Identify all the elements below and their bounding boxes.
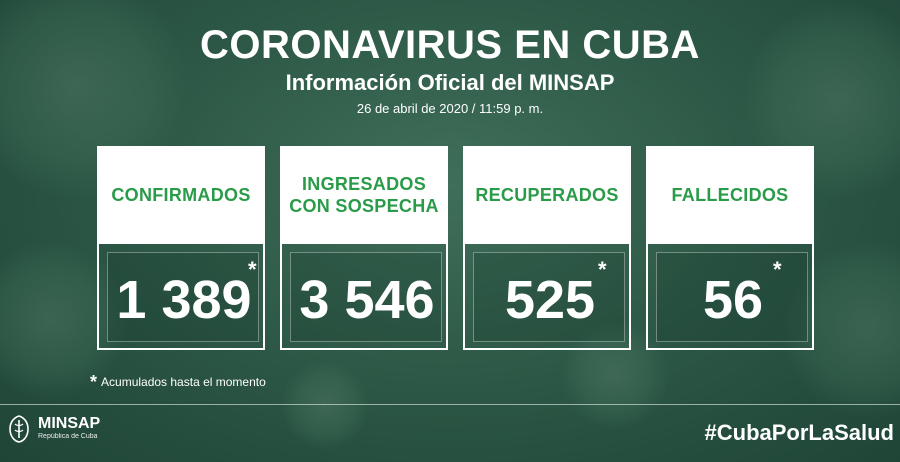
logo-subtitle: República de Cuba [38,433,98,440]
footnote-text: Acumulados hasta el momento [101,375,266,389]
report-date: 26 de abril de 2020 / 11:59 p. m. [356,101,544,116]
card-ingresados: INGRESADOS CON SOSPECHA 3 546 [280,146,448,350]
divider [0,404,900,405]
card-confirmados: CONFIRMADOS 1 389 * [97,146,265,350]
footnote-asterisk: * [90,372,98,392]
header: CORONAVIRUS EN CUBA Información Oficial … [0,22,900,118]
emblem-icon [9,415,29,443]
virus-decoration [560,320,670,430]
page-title: CORONAVIRUS EN CUBA [200,23,700,67]
page-subtitle: Información Oficial del MINSAP [285,70,615,95]
card-value: 1 389 [116,270,252,330]
asterisk-mark: * [248,257,257,282]
card-value: 3 546 [299,270,435,330]
card-value: 56 [702,270,764,330]
footnote: * Acumulados hasta el momento [90,372,266,393]
card-label: FALLECIDOS [671,185,789,205]
logo-name: MINSAP [38,415,101,432]
minsap-logo: MINSAP República de Cuba [6,414,100,444]
card-value: 525 [504,270,596,330]
asterisk-mark: * [598,257,607,282]
card-label: INGRESADOS CON SOSPECHA [289,174,439,216]
card-label: CONFIRMADOS [111,185,251,205]
virus-decoration [280,360,370,450]
card-fallecidos: FALLECIDOS 56 * [646,146,814,350]
virus-decoration [0,240,130,400]
asterisk-mark: * [773,257,782,282]
stats-cards: CONFIRMADOS 1 389 * INGRESADOS CON SOSPE… [97,146,814,350]
card-label: RECUPERADOS [475,185,619,205]
card-recuperados: RECUPERADOS 525 * [463,146,631,350]
hashtag: #CubaPorLaSalud [704,420,894,445]
